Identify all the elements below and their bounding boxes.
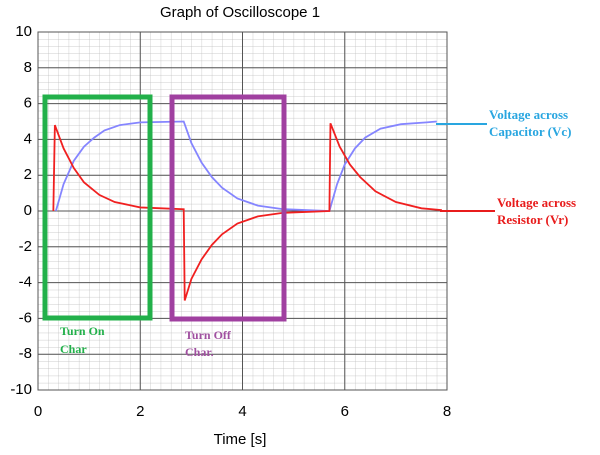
y-tick-label: -2 (19, 238, 32, 255)
annotation: Char. (185, 345, 214, 359)
y-tick-label: 10 (15, 23, 32, 40)
y-tick-label: 8 (24, 59, 32, 76)
annotation: Char (60, 342, 87, 356)
x-tick-label: 2 (136, 403, 144, 420)
y-tick-label: 0 (24, 202, 32, 219)
x-axis-label: Time [s] (214, 431, 267, 448)
series-line (55, 120, 437, 212)
y-tick-label: 2 (24, 166, 32, 183)
y-tick-label: 4 (24, 130, 32, 147)
series-layer (52, 120, 442, 301)
legend-label: Voltage across Resistor (Vr) (497, 195, 577, 227)
x-tick-label: 0 (34, 403, 42, 420)
series-line (52, 122, 442, 301)
y-tick-label: 6 (24, 95, 32, 112)
y-tick-label: -8 (19, 345, 32, 362)
x-tick-label: 8 (443, 403, 451, 420)
x-tick-label: 4 (238, 403, 246, 420)
y-tick-label: -6 (19, 309, 32, 326)
annotation: Turn On (60, 324, 105, 338)
annotation: Turn Off (185, 328, 232, 342)
y-tick-label: -10 (10, 381, 32, 398)
turn-on-box (42, 94, 153, 321)
y-tick-label: -4 (19, 274, 32, 291)
chart-title: Graph of Oscilloscope 1 (160, 4, 320, 21)
x-tick-label: 6 (341, 403, 349, 420)
legend-label: Voltage across Capacitor (Vc) (489, 107, 572, 139)
turn-off-box (169, 94, 287, 322)
